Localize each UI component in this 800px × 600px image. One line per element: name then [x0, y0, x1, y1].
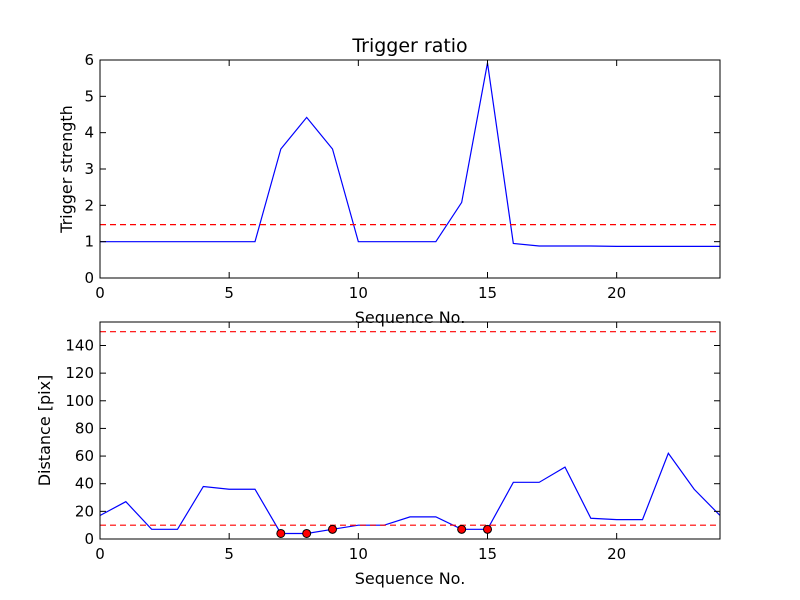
plot-frame	[99, 59, 721, 279]
y-tick-label: 140	[65, 336, 94, 354]
x-tick-label: 20	[607, 545, 626, 563]
y-tick-label: 120	[65, 364, 94, 382]
x-tick-label: 10	[349, 284, 368, 302]
x-tick-label: 5	[224, 545, 234, 563]
y-tick-label: 0	[84, 530, 94, 548]
y-tick-label: 2	[84, 196, 94, 214]
x-axis-label: Sequence No.	[355, 308, 466, 327]
y-tick-label: 6	[84, 51, 94, 69]
y-tick-label: 1	[84, 233, 94, 251]
x-axis-label: Sequence No.	[355, 569, 466, 588]
y-axis-label: Trigger strength	[57, 105, 76, 234]
trigger-ratio-panel: 0 5 10 15 20 0 1 2 3 4 5 6 Sequence No. Trigger stren…	[57, 35, 721, 327]
x-tick-label: 15	[478, 284, 497, 302]
y-tick-label: 4	[84, 124, 94, 142]
y-tick-label: 20	[75, 502, 94, 520]
y-tick-label: 40	[75, 475, 94, 493]
series-line-0	[100, 452, 720, 535]
plot-frame	[99, 321, 721, 540]
trigger-marker	[483, 524, 492, 534]
y-tick-label: 80	[75, 419, 94, 437]
distance-panel: 0 5 10 15 20 0 20 40 60 80 100 120 140 Sequence No. Di…	[35, 321, 721, 588]
y-tick-label: 100	[65, 392, 94, 410]
y-tick-label: 3	[84, 160, 94, 178]
x-tick-label: 0	[95, 284, 105, 302]
x-tick-label: 10	[349, 545, 368, 563]
trigger-marker	[457, 524, 467, 534]
x-tick-label: 5	[224, 284, 234, 302]
y-tick-label: 5	[84, 87, 94, 105]
x-tick-label: 15	[478, 545, 497, 563]
y-axis-label: Distance [pix]	[35, 375, 54, 487]
y-tick-label: 0	[84, 269, 94, 287]
trigger-marker	[302, 528, 312, 538]
series-line-0	[100, 62, 720, 247]
x-tick-label: 20	[607, 284, 626, 302]
trigger-marker	[276, 528, 286, 538]
y-tick-label: 60	[75, 447, 94, 465]
trigger-marker	[328, 524, 337, 534]
x-tick-label: 0	[95, 545, 105, 563]
chart-title: Trigger ratio	[351, 35, 467, 57]
